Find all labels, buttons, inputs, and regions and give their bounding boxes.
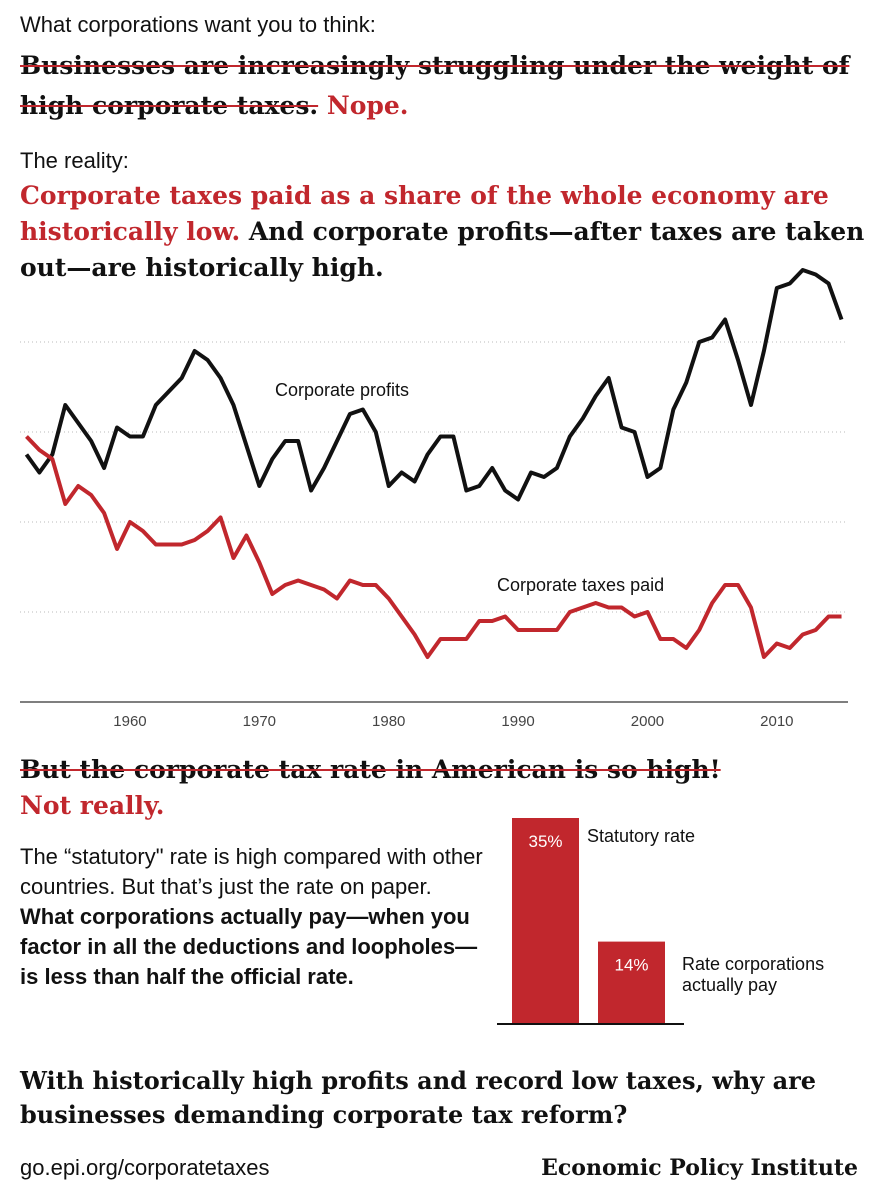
reality-black: And corporate profits—after taxes are ta… (20, 217, 865, 282)
rebuttal: Nope. (326, 91, 409, 120)
x-tick-label: 2010 (760, 713, 793, 730)
bar (512, 818, 579, 1024)
question: With historically high profits and recor… (20, 1066, 817, 1129)
value-label: 14% (614, 956, 648, 975)
x-tick-label: 1980 (372, 713, 405, 730)
myth-2-text: But the corporate tax rate in American i… (20, 755, 721, 784)
value-label: 35% (528, 832, 562, 851)
bar (598, 941, 665, 1024)
myth: Businesses are increasingly struggling u… (20, 46, 860, 126)
myth-text: Businesses are increasingly struggling u… (20, 51, 850, 120)
reality: Corporate taxes paid as a share of the w… (20, 178, 865, 286)
body-plain: The “statutory" rate is high compared wi… (20, 844, 483, 899)
body-bold: What corporations actually pay—when you … (20, 904, 478, 989)
bar-chart: 35% 14% (497, 818, 684, 1025)
footer-url: go.epi.org/corporatetaxes (20, 1155, 270, 1180)
rebuttal-2: Not really. (20, 791, 165, 820)
x-tick-label: 1960 (113, 713, 146, 730)
footer-org: Economic Policy Institute (541, 1155, 858, 1181)
series-label: Corporate taxes paid (497, 575, 664, 595)
x-tick-label: 1970 (243, 713, 276, 730)
category-label: Rate corporations actually pay (682, 953, 825, 995)
x-tick-label: 1990 (501, 713, 534, 730)
body: The “statutory" rate is high compared wi… (20, 842, 488, 992)
intro-label: What corporations want you to think: (20, 12, 376, 37)
x-tick-label: 2000 (631, 713, 664, 730)
reality-label: The reality: (20, 148, 129, 173)
series-label: Corporate profits (275, 380, 409, 400)
category-label: Statutory rate (587, 826, 696, 846)
line-chart: 1960 1970 1980 1990 2000 2010 Corporate profit… (20, 268, 848, 730)
series-line (25, 435, 842, 659)
series-line (24, 268, 844, 502)
bar-chart-box: 35% 14% Statutory rate Rate corporations a… (480, 800, 876, 1040)
myth-2: But the corporate tax rate in American i… (20, 752, 860, 824)
reality-red: Corporate taxes paid as a share of the w… (20, 181, 829, 246)
